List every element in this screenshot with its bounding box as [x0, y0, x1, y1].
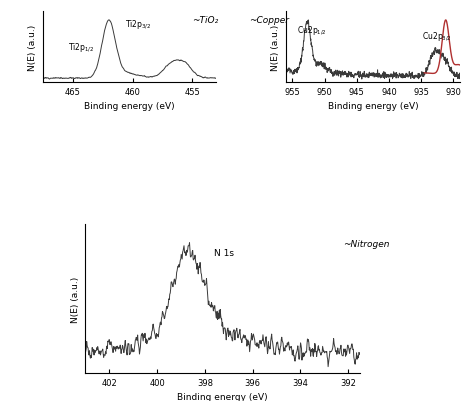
- Y-axis label: N(E) (a.u.): N(E) (a.u.): [71, 275, 80, 322]
- X-axis label: Binding energy (eV): Binding energy (eV): [328, 102, 418, 111]
- Text: $\mathregular{Ti2p_{3/2}}$: $\mathregular{Ti2p_{3/2}}$: [125, 18, 152, 31]
- Text: ~Nitrogen: ~Nitrogen: [344, 240, 390, 249]
- X-axis label: Binding energy (eV): Binding energy (eV): [84, 102, 175, 111]
- Y-axis label: N(E) (a.u.): N(E) (a.u.): [28, 24, 37, 71]
- Y-axis label: N(E) (a.u.): N(E) (a.u.): [272, 24, 281, 71]
- Text: ~Copper: ~Copper: [249, 16, 289, 24]
- Text: ~TiO₂: ~TiO₂: [192, 16, 219, 24]
- Text: $\mathregular{Cu2p_{1/2}}$: $\mathregular{Cu2p_{1/2}}$: [297, 24, 327, 36]
- X-axis label: Binding energy (eV): Binding energy (eV): [177, 392, 268, 401]
- Text: $\mathregular{Ti2p_{1/2}}$: $\mathregular{Ti2p_{1/2}}$: [68, 42, 94, 55]
- Text: N 1s: N 1s: [214, 249, 234, 257]
- Text: $\mathregular{Cu2p_{3/2}}$: $\mathregular{Cu2p_{3/2}}$: [422, 30, 452, 43]
